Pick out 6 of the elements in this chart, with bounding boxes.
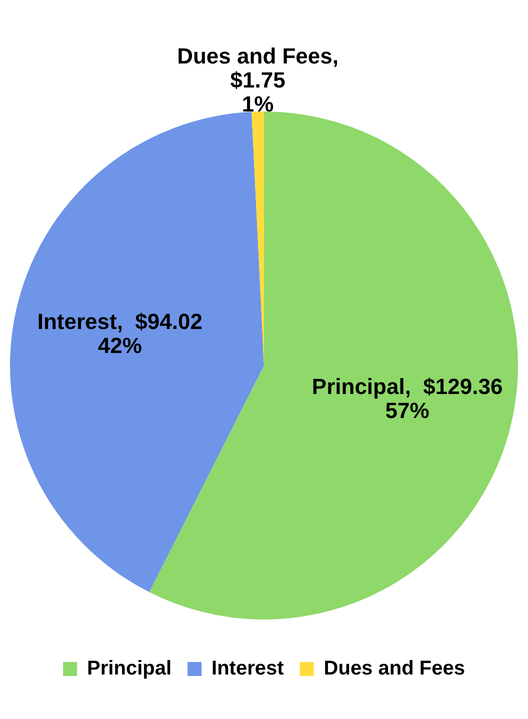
data-label: Dues and Fees, $1.75 1% bbox=[177, 44, 338, 117]
legend-label: Dues and Fees bbox=[324, 658, 465, 680]
legend-label: Interest bbox=[212, 658, 284, 680]
legend-label: Principal bbox=[87, 658, 172, 680]
data-label: Interest, $94.02 42% bbox=[37, 308, 202, 358]
data-label: Principal, $129.36 57% bbox=[312, 374, 503, 423]
